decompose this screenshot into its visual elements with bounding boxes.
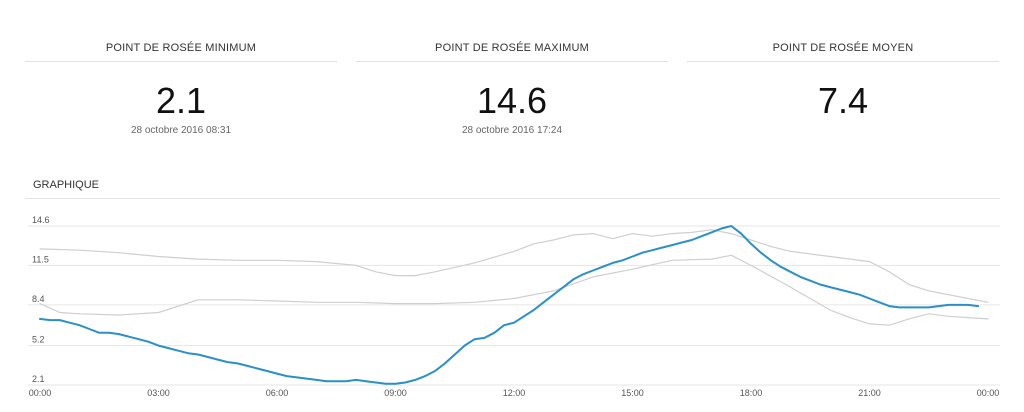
stat-value: 14.6 <box>476 80 548 121</box>
x-tick-label: 00:00 <box>977 388 1000 398</box>
x-tick-label: 12:00 <box>503 388 526 398</box>
x-tick-label: 18:00 <box>740 388 763 398</box>
x-tick-label: 15:00 <box>621 388 644 398</box>
stat-date: 28 octobre 2016 17:24 <box>461 125 563 136</box>
y-tick-label: 8.4 <box>32 294 45 304</box>
y-tick-label: 5.2 <box>32 335 45 345</box>
divider <box>25 61 337 62</box>
section-title: GRAPHIQUE <box>33 179 100 191</box>
x-tick-label: 09:00 <box>384 388 407 398</box>
stat-title: POINT DE ROSÉE MINIMUM <box>105 42 257 54</box>
x-tick-label: 21:00 <box>858 388 881 398</box>
stat-value: 2.1 <box>155 80 207 121</box>
x-tick-label: 06:00 <box>266 388 289 398</box>
stat-value: 7.4 <box>817 80 869 121</box>
divider <box>356 61 668 62</box>
stat-title: POINT DE ROSÉE MOYEN <box>772 42 914 54</box>
stat-title: POINT DE ROSÉE MAXIMUM <box>435 42 589 54</box>
series-line-band-lower <box>39 254 989 326</box>
x-tick-label: 00:00 <box>29 388 52 398</box>
divider <box>687 61 999 62</box>
stat-date: 28 octobre 2016 08:31 <box>130 125 232 136</box>
y-tick-label: 11.5 <box>32 254 49 264</box>
divider <box>25 198 1000 199</box>
series-line-main <box>39 225 980 385</box>
y-tick-label: 2.1 <box>32 374 45 384</box>
y-tick-label: 14.6 <box>32 215 50 225</box>
dew-point-chart: 2.1 5.2 8.4 11.5 14.6 00:00 03:00 06:00 09:00 12:… <box>28 215 1000 398</box>
series-line-band-upper <box>39 229 989 303</box>
x-tick-label: 03:00 <box>147 388 170 398</box>
